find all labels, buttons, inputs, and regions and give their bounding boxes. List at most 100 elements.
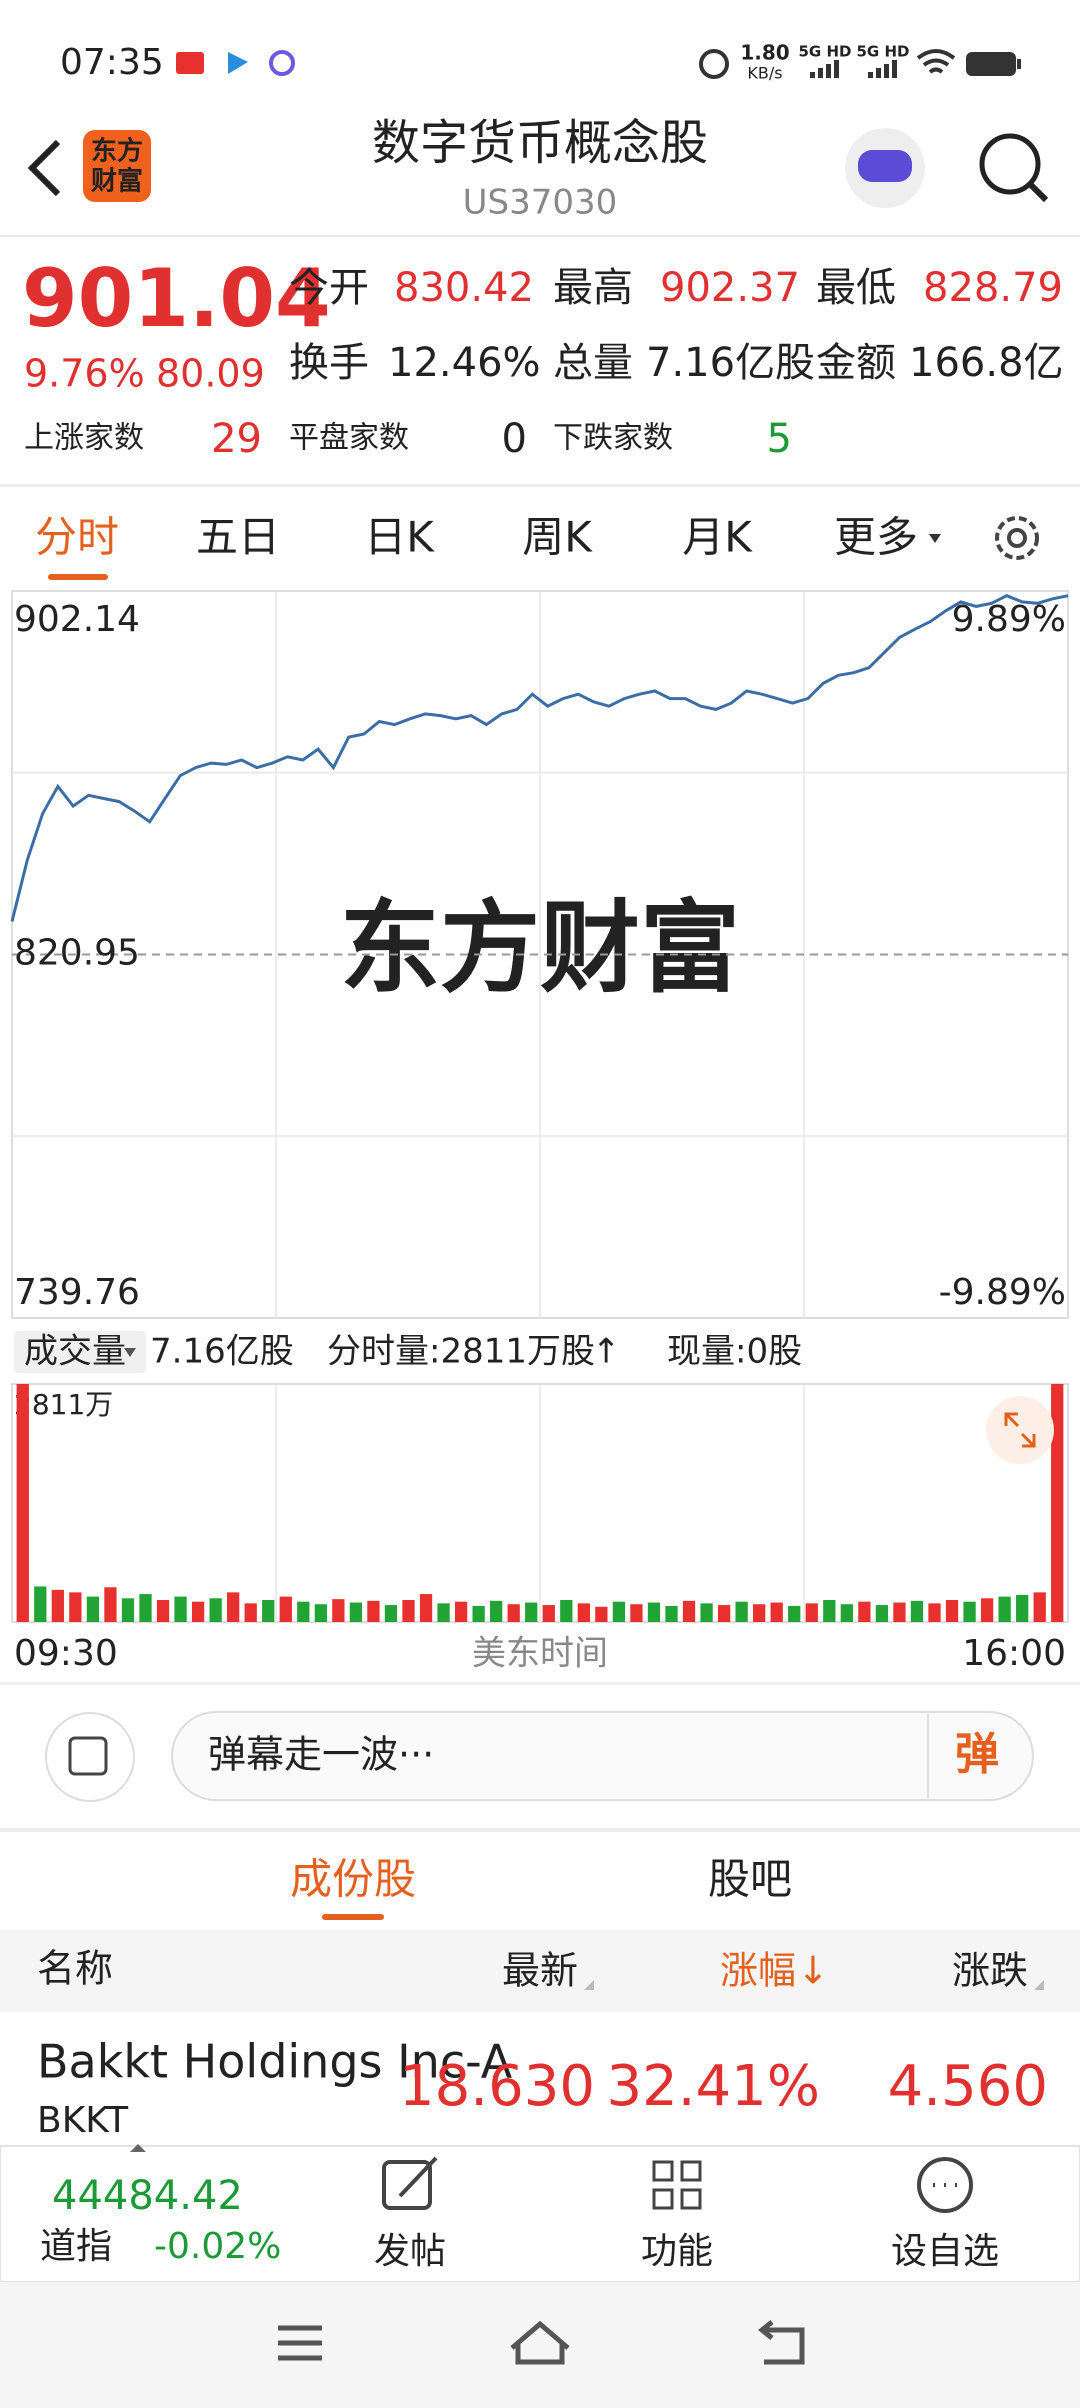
dropdown-caret: [124, 1348, 136, 1357]
tab-underline: [48, 574, 108, 580]
volume-bar: [840, 1604, 853, 1622]
signal-label: 5G HD: [799, 43, 852, 61]
post-icon[interactable]: [382, 2160, 432, 2210]
back-button[interactable]: [27, 139, 61, 197]
volume-bar: [963, 1601, 976, 1622]
net-speed-unit: KB/s: [747, 64, 782, 83]
volume-bar: [367, 1600, 380, 1622]
volume-bar: [630, 1604, 643, 1622]
expand-button[interactable]: [986, 1396, 1054, 1464]
action-label[interactable]: 功能: [641, 2231, 713, 2272]
y-tick-label: 820.95: [14, 933, 140, 974]
volume-bar: [69, 1592, 82, 1622]
divider: [0, 1828, 1080, 1832]
nav-menu[interactable]: [278, 2325, 322, 2361]
volume-bar: [121, 1598, 135, 1622]
sort-indicator: [584, 1980, 594, 1990]
volume-bar: [454, 1601, 468, 1622]
stat-label: 今开: [289, 265, 369, 311]
volume-bar: [314, 1604, 327, 1622]
breadth-value: 29: [211, 416, 262, 462]
stat-value: 166.8亿: [909, 340, 1064, 386]
volume-bar: [998, 1596, 1011, 1622]
volume-bar: [893, 1602, 906, 1622]
stock-code: BKKT: [37, 2100, 129, 2141]
stat-label: 总量: [553, 340, 633, 386]
volume-bar: [279, 1596, 292, 1622]
volume-bar: [34, 1586, 47, 1622]
volume-bar: [875, 1605, 889, 1622]
volume-bar: [139, 1594, 152, 1622]
period-tab[interactable]: 分时: [35, 513, 119, 562]
volume-bar: [612, 1601, 626, 1622]
period-tab[interactable]: 月K: [682, 513, 753, 562]
app-logo[interactable]: [83, 130, 151, 202]
index-value[interactable]: 44484.42: [52, 2173, 243, 2219]
volume-bar: [1033, 1592, 1046, 1622]
volume-bar: [191, 1601, 205, 1622]
volume-bar: [297, 1601, 310, 1622]
settings-button[interactable]: [995, 516, 1039, 560]
action-label[interactable]: 设自选: [891, 2231, 999, 2272]
period-tab[interactable]: 更多: [834, 513, 918, 562]
danmaku-button[interactable]: 弹: [955, 1729, 999, 1780]
volume-bar: [174, 1596, 187, 1622]
volume-bar: [262, 1599, 275, 1622]
section-tab[interactable]: 股吧: [708, 1855, 792, 1904]
wifi-icon: [916, 49, 956, 74]
volume-bar: [577, 1603, 590, 1622]
comment-input[interactable]: [171, 1711, 1034, 1801]
nav-home[interactable]: [510, 2320, 570, 2365]
section-tab[interactable]: 成份股: [290, 1855, 416, 1904]
volume-bar: [682, 1600, 696, 1622]
stock-name: Bakkt Holdings Inc-A: [37, 2035, 513, 2089]
volume-bar: [16, 1384, 29, 1622]
divider: [0, 235, 1080, 237]
stat-value: 828.79: [923, 265, 1063, 311]
stock-price: 18.630: [399, 2054, 595, 2119]
signal-label: 5G HD: [857, 43, 910, 61]
avatar-visor: [858, 150, 912, 182]
y-tick-label: 739.76: [14, 1272, 140, 1313]
volume-selector[interactable]: [14, 1331, 146, 1373]
stat-value: 830.42: [394, 265, 534, 311]
status-app-icon: [228, 52, 248, 74]
search-handle: [1027, 181, 1049, 203]
search-button[interactable]: [979, 133, 1041, 195]
breadth-label: 下跌家数: [553, 421, 673, 456]
volume-bar: [86, 1596, 100, 1622]
nav-back[interactable]: [757, 2320, 805, 2365]
divider: [0, 484, 1080, 487]
page-subtitle: US37030: [463, 183, 618, 223]
sort-arrow: ↓: [797, 1949, 829, 1993]
logo-text: 财富: [91, 166, 143, 197]
stat-value: 12.46%: [388, 340, 541, 386]
expand-icon: [1004, 1412, 1036, 1448]
tab-underline: [322, 1914, 384, 1920]
divider: [0, 1682, 1080, 1685]
watchlist-icon[interactable]: [917, 2157, 973, 2213]
stat-value: 7.16亿股: [646, 340, 815, 386]
y2-tick-label: -9.89%: [939, 1272, 1066, 1313]
minute-volume: 分时量:2811万股: [327, 1332, 595, 1372]
action-label[interactable]: 发帖: [374, 2231, 446, 2272]
volume-bar: [788, 1605, 801, 1622]
volume-bar: [490, 1600, 503, 1622]
volume-bar: [753, 1604, 766, 1622]
comment-list-button[interactable]: [45, 1712, 135, 1802]
volume-bar: [542, 1605, 555, 1622]
period-tab[interactable]: 日K: [364, 513, 435, 562]
column-header[interactable]: 最新: [502, 1949, 578, 1993]
function-icon[interactable]: [652, 2160, 702, 2210]
volume-bar: [51, 1589, 64, 1622]
period-tab[interactable]: 五日: [196, 513, 280, 562]
column-header[interactable]: 涨跌: [952, 1949, 1028, 1993]
status-time: 07:35: [60, 42, 164, 83]
table-row[interactable]: [0, 2012, 1080, 2146]
period-tab[interactable]: 周K: [522, 513, 593, 562]
price-line: [10, 594, 1069, 922]
column-header[interactable]: 涨幅: [720, 1949, 796, 1993]
volume-bar: [525, 1602, 538, 1622]
alarm-icon: [699, 49, 729, 79]
